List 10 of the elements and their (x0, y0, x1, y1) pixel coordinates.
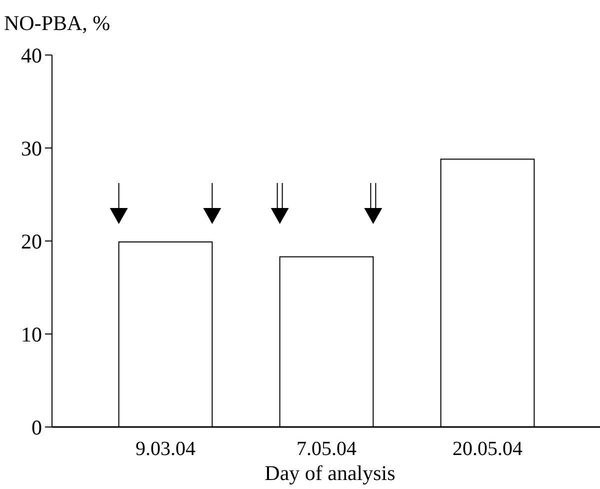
y-tick-label: 30 (21, 136, 42, 160)
y-tick-label: 10 (21, 322, 42, 346)
x-tick-label: 20.05.04 (452, 438, 522, 460)
y-axis-title: NO-PBA, % (4, 11, 110, 35)
x-tick-label: 9.03.04 (136, 438, 196, 460)
y-tick-label: 0 (32, 415, 42, 440)
x-axis-title: Day of analysis (264, 461, 396, 485)
x-tick-label: 7.05.04 (296, 438, 356, 460)
y-tick-label: 20 (21, 229, 42, 254)
y-tick-label: 40 (21, 43, 42, 68)
